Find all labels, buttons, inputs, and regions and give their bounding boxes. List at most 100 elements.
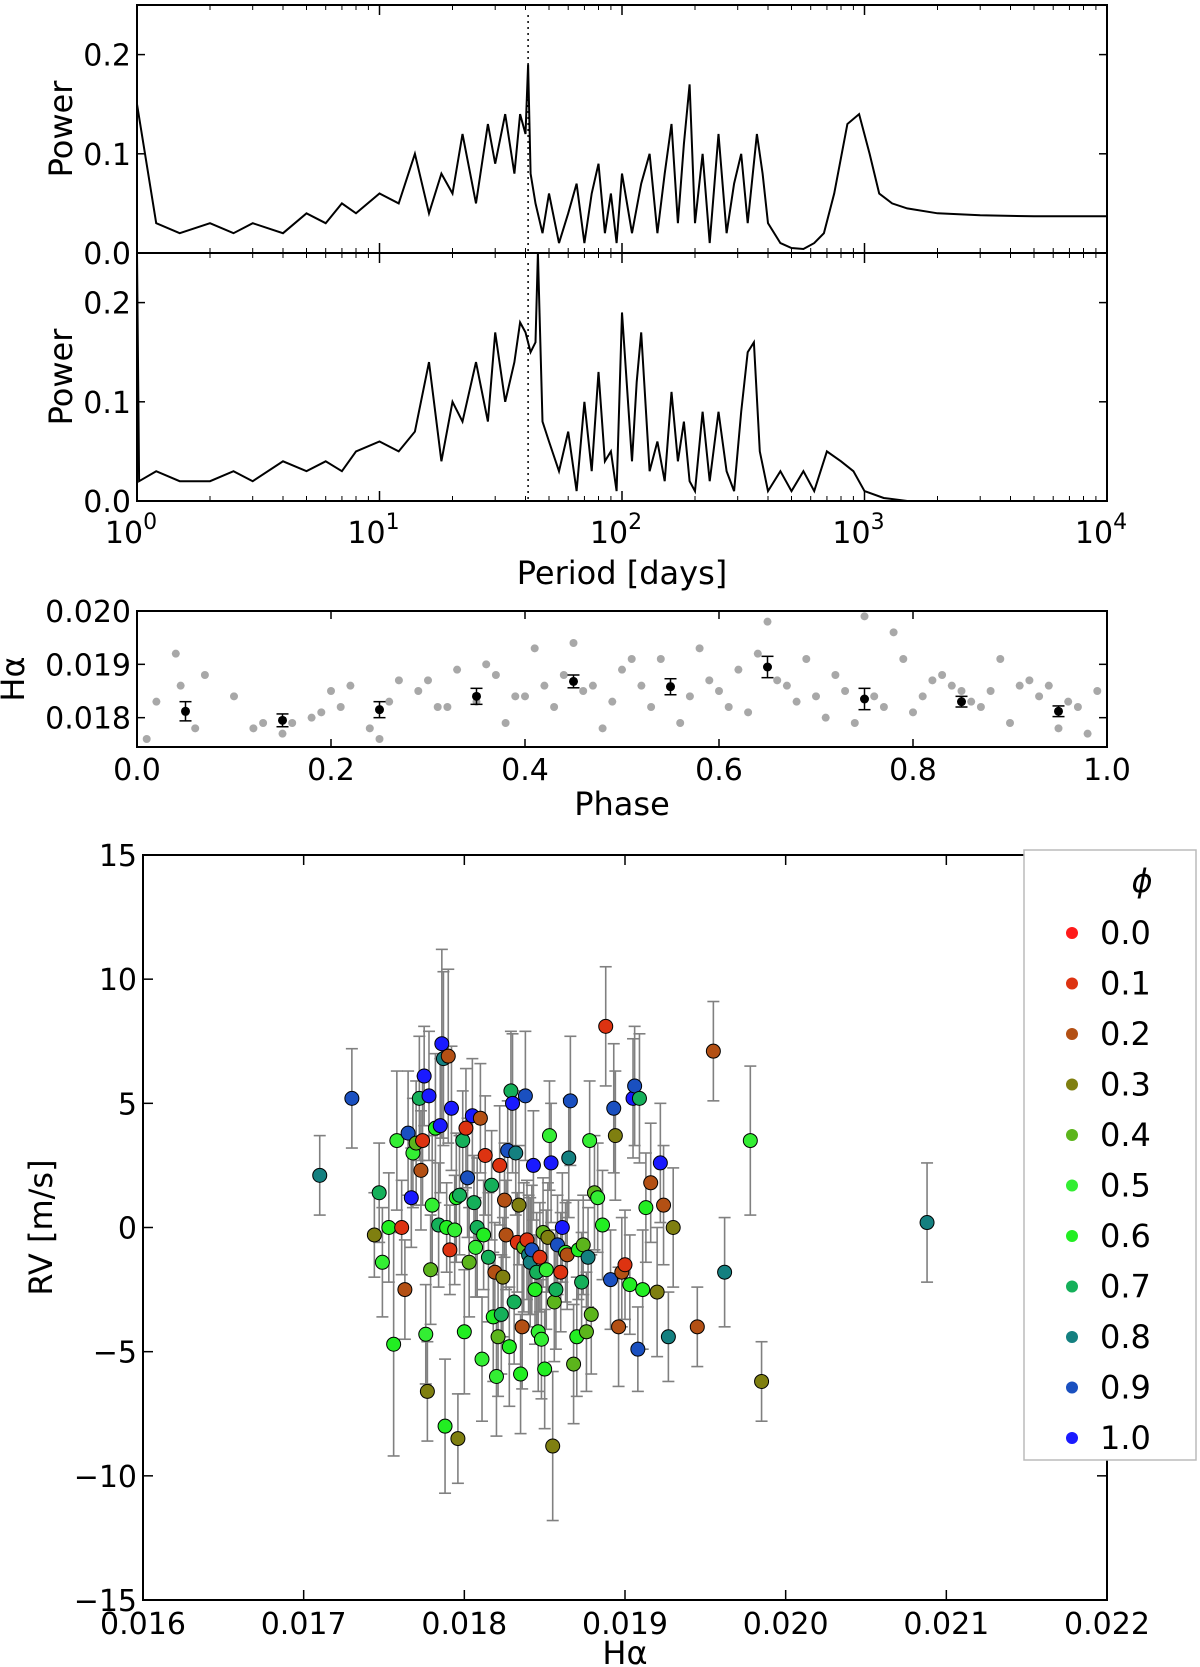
legend-title: ϕ [1131,862,1152,900]
raw-phase-point [1064,697,1073,706]
rv-point [643,1175,659,1191]
rv-point [460,1170,476,1186]
rv-point [495,1269,511,1285]
y-tick-label: 0 [118,1212,137,1247]
rv-point [508,1145,524,1161]
raw-phase-point [530,644,539,653]
raw-phase-point [618,665,626,674]
raw-phase-point [559,671,568,679]
raw-phase-point [1025,676,1034,685]
raw-phase-point [249,724,258,733]
raw-phase-point [821,713,830,722]
rv-point [506,1294,522,1310]
x-tick-label: 100 [105,510,157,551]
x-tick-base: 10 [832,516,870,551]
rv-point [517,1088,533,1104]
raw-phase-point [317,708,326,717]
x-tick-exponent: 3 [871,510,885,535]
raw-phase-point [521,692,529,701]
raw-phase-point [637,681,646,690]
rv-point [472,1110,488,1126]
phase-legend: ϕ 0.0 0.1 0.2 0.3 0.4 0.5 0.6 0.7 0.8 0.9 1.0 [1023,849,1197,1461]
binned-phase-point [763,662,772,672]
rv-point [595,1217,611,1233]
legend-label: 0.3 [1100,1066,1151,1104]
rv-point [498,1227,514,1243]
rv-point [525,1157,541,1173]
y-tick-label: 0.018 [45,702,131,737]
raw-phase-point [763,617,772,626]
raw-phase-point [346,681,355,690]
x-tick-label: 103 [832,510,884,551]
raw-phase-point [540,681,549,690]
legend-marker [1066,1331,1078,1343]
rv-point [649,1284,665,1300]
legend-label: 0.0 [1100,914,1151,952]
rv-point [705,1043,721,1059]
rv-point [742,1133,758,1149]
raw-phase-point [453,665,462,674]
raw-phase-point [734,665,743,674]
rv-point [421,1088,437,1104]
binned-phase-point [1054,706,1063,716]
rv-point [607,1128,623,1144]
rv-point [434,1036,450,1052]
rv-point [603,1272,619,1288]
legend-marker [1066,1129,1078,1141]
rv-point [397,1282,413,1298]
raw-phase-point [288,719,297,727]
raw-phase-point [152,697,161,706]
x-tick-base: 10 [347,516,385,551]
rv-point [458,1120,474,1136]
raw-phase-point [365,724,374,733]
rv-point [631,1090,647,1106]
rv-point [514,1319,530,1335]
phase-curve-panel: 0.018 0.019 0.020 0.0 0.2 0.4 0.6 0.8 1.0 Phase Hα [0,595,1131,823]
raw-phase-point [744,708,753,717]
raw-phase-point [1073,703,1082,711]
y-tick-label: 0.020 [45,595,131,630]
x-tick-label: 0.2 [307,753,355,788]
rv-point [541,1128,557,1144]
x-tick-label: 0.4 [501,753,549,788]
rv-point [371,1185,387,1201]
x-tick-exponent: 1 [386,510,400,535]
raw-phase-point [1015,681,1024,690]
x-tick-label: 0.0 [113,753,161,788]
raw-phase-point [782,681,791,690]
rv-point [660,1329,676,1345]
periodogram-line [136,64,1107,251]
y-axis-label: Power [42,328,80,426]
legend-label: 0.8 [1100,1318,1151,1356]
y-tick-label: 0.2 [83,39,131,74]
rv-point [578,1324,594,1340]
x-tick-label: 0.018 [421,1607,507,1642]
rv-point [480,1249,496,1265]
legend-label: 0.7 [1100,1268,1151,1306]
binned-phase-point [181,706,190,716]
rv-point [344,1090,360,1106]
rv-point [455,1133,471,1149]
raw-phase-point [230,692,238,701]
rv-point [477,1147,493,1163]
rv-point [598,1018,614,1034]
raw-phase-point [491,671,500,679]
raw-phase-point [792,697,801,706]
raw-phase-point [259,719,268,727]
rv-point [689,1319,705,1335]
rv-point [503,1083,519,1099]
raw-phase-point [588,681,597,690]
rv-point [554,1220,570,1235]
rv-point [443,1100,459,1116]
raw-phase-point [899,655,908,663]
x-tick-label: 0.022 [1064,1607,1150,1642]
x-tick-exponent: 4 [1113,510,1127,535]
raw-phase-point [841,687,850,695]
y-axis-label: Power [42,80,80,178]
rv-point [527,1282,543,1298]
y-axis-label: RV [m/s] [22,1159,60,1295]
raw-phase-point [986,687,995,695]
rv-point [403,1190,419,1206]
rv-point [501,1339,517,1355]
